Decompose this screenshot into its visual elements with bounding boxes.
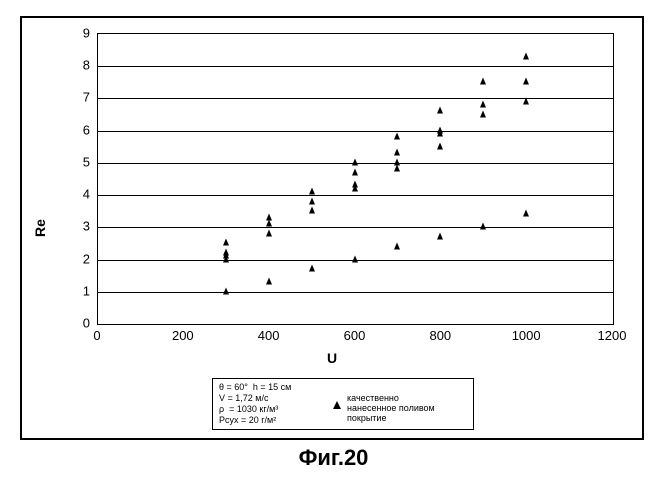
x-tick-label: 1200 <box>592 328 632 343</box>
data-point <box>394 165 400 172</box>
x-tick-label: 600 <box>335 328 375 343</box>
y-tick-label: 6 <box>60 122 90 137</box>
legend-marker-icon <box>333 401 341 409</box>
x-tick-label: 400 <box>249 328 289 343</box>
data-point <box>309 197 315 204</box>
data-point <box>437 107 443 114</box>
data-point <box>394 242 400 249</box>
data-point <box>223 287 229 294</box>
data-point <box>266 213 272 220</box>
gridline <box>98 292 613 293</box>
data-point <box>480 100 486 107</box>
data-point <box>266 278 272 285</box>
gridline <box>98 131 613 132</box>
data-point <box>352 255 358 262</box>
data-point <box>266 229 272 236</box>
gridline <box>98 195 613 196</box>
data-point <box>523 210 529 217</box>
data-point <box>480 78 486 85</box>
y-tick-label: 1 <box>60 283 90 298</box>
x-axis-label: U <box>327 350 337 366</box>
gridline <box>98 227 613 228</box>
data-point <box>309 187 315 194</box>
data-point <box>523 52 529 59</box>
y-tick-label: 2 <box>60 251 90 266</box>
data-point <box>309 265 315 272</box>
data-point <box>523 97 529 104</box>
data-point <box>309 207 315 214</box>
gridline <box>98 98 613 99</box>
y-tick-label: 5 <box>60 154 90 169</box>
data-point <box>437 126 443 133</box>
y-axis-label: Re <box>32 219 48 237</box>
y-tick-label: 4 <box>60 187 90 202</box>
legend-box: θ = 60° h = 15 см V = 1,72 м/c ρ = 1030 … <box>212 378 474 430</box>
data-point <box>394 158 400 165</box>
data-point <box>266 220 272 227</box>
x-tick-label: 800 <box>420 328 460 343</box>
y-tick-label: 7 <box>60 90 90 105</box>
data-point <box>394 133 400 140</box>
y-tick-label: 8 <box>60 58 90 73</box>
y-tick-label: 9 <box>60 26 90 41</box>
data-point <box>223 249 229 256</box>
data-point <box>480 223 486 230</box>
legend-series-label: качественно нанесенное поливом покрытие <box>347 393 435 423</box>
plot-area <box>97 33 614 325</box>
data-point <box>352 158 358 165</box>
figure-caption: Фиг.20 <box>299 445 369 471</box>
data-point <box>394 149 400 156</box>
x-tick-label: 200 <box>163 328 203 343</box>
chart-frame: Re U θ = 60° h = 15 см V = 1,72 м/c ρ = … <box>20 16 644 440</box>
gridline <box>98 66 613 67</box>
y-tick-label: 3 <box>60 219 90 234</box>
data-point <box>437 233 443 240</box>
x-tick-label: 0 <box>77 328 117 343</box>
data-point <box>352 181 358 188</box>
data-point <box>480 110 486 117</box>
x-tick-label: 1000 <box>506 328 546 343</box>
data-point <box>437 142 443 149</box>
data-point <box>352 168 358 175</box>
data-point <box>223 239 229 246</box>
data-point <box>523 78 529 85</box>
legend-params: θ = 60° h = 15 см V = 1,72 м/c ρ = 1030 … <box>219 382 291 426</box>
